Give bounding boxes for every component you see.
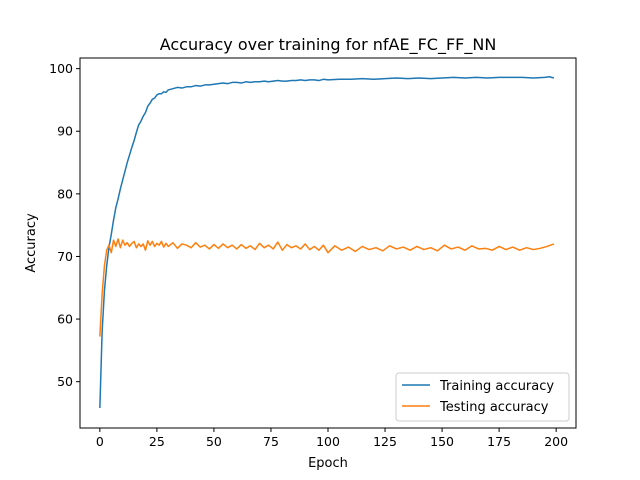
y-tick-label: 90 <box>57 124 73 139</box>
y-axis-ticks: 50 60 70 80 90 100 <box>49 61 80 389</box>
x-tick-label: 175 <box>487 434 511 449</box>
y-tick-label: 80 <box>57 186 73 201</box>
x-axis-label: Epoch <box>308 456 348 471</box>
series-layer <box>99 76 555 408</box>
legend: Training accuracy Testing accuracy <box>395 372 570 422</box>
y-tick-label: 70 <box>57 249 73 264</box>
legend-label-training: Training accuracy <box>439 379 554 394</box>
x-tick-label: 50 <box>206 434 222 449</box>
x-tick-label: 0 <box>96 434 104 449</box>
x-tick-label: 100 <box>316 434 340 449</box>
y-tick-label: 100 <box>49 61 73 76</box>
legend-label-testing: Testing accuracy <box>439 400 549 415</box>
legend-box <box>395 372 570 422</box>
x-tick-label: 200 <box>544 434 568 449</box>
y-tick-label: 60 <box>57 312 73 327</box>
y-axis-label: Accuracy <box>24 213 39 273</box>
series-line-training-accuracy <box>99 76 555 408</box>
x-tick-label: 25 <box>149 434 165 449</box>
y-tick-label: 50 <box>57 374 73 389</box>
x-tick-label: 125 <box>373 434 397 449</box>
chart-title: Accuracy over training for nfAE_FC_FF_NN <box>160 35 497 55</box>
x-axis-ticks: 0 25 50 75 100 125 150 175 200 <box>96 428 568 449</box>
series-line-testing-accuracy <box>99 238 555 337</box>
x-tick-label: 75 <box>263 434 279 449</box>
x-tick-label: 150 <box>430 434 454 449</box>
